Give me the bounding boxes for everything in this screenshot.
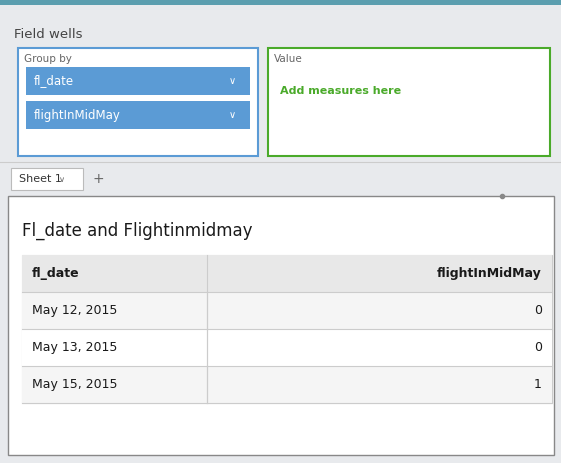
- Bar: [22, 292, 552, 329]
- Bar: [18, 48, 258, 156]
- Text: 0: 0: [534, 341, 542, 354]
- Text: 0: 0: [534, 304, 542, 317]
- Bar: [22, 255, 552, 292]
- Bar: [268, 48, 550, 156]
- Bar: [11, 168, 83, 190]
- Bar: [22, 366, 552, 403]
- Text: flightInMidMay: flightInMidMay: [34, 108, 121, 121]
- Bar: [0, 0, 561, 5]
- Text: ∨: ∨: [228, 110, 236, 120]
- Text: Group by: Group by: [24, 54, 72, 64]
- Bar: [26, 101, 250, 129]
- Text: +: +: [93, 172, 104, 186]
- Text: flightInMidMay: flightInMidMay: [437, 267, 542, 280]
- Text: fl_date: fl_date: [34, 75, 74, 88]
- Text: Fl_date and Flightinmidmay: Fl_date and Flightinmidmay: [22, 222, 252, 240]
- Text: Add measures here: Add measures here: [280, 86, 401, 96]
- Text: 1: 1: [534, 378, 542, 391]
- Text: May 15, 2015: May 15, 2015: [32, 378, 117, 391]
- Text: Sheet 1: Sheet 1: [19, 174, 62, 184]
- Text: Field wells: Field wells: [14, 28, 82, 41]
- Bar: [22, 255, 552, 403]
- Text: fl_date: fl_date: [32, 267, 80, 280]
- Text: Value: Value: [274, 54, 303, 64]
- Text: ∨: ∨: [228, 76, 236, 86]
- Bar: [26, 67, 250, 95]
- Text: ∨: ∨: [59, 175, 65, 183]
- Text: May 12, 2015: May 12, 2015: [32, 304, 117, 317]
- Bar: [22, 329, 552, 366]
- Text: May 13, 2015: May 13, 2015: [32, 341, 117, 354]
- Bar: [8, 196, 554, 455]
